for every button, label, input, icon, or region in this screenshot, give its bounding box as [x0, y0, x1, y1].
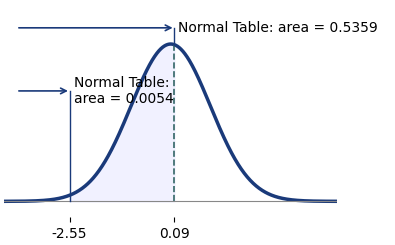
- Text: Normal Table: area = 0.5359: Normal Table: area = 0.5359: [19, 21, 378, 35]
- Text: Normal Table:
area = 0.0054: Normal Table: area = 0.0054: [19, 76, 173, 106]
